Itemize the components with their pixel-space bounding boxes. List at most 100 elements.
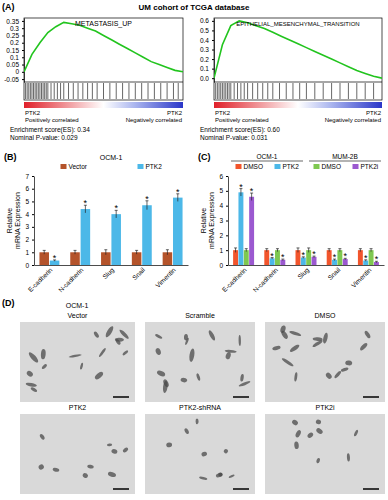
cell	[353, 429, 359, 437]
bar-panel: 0123456E-cadherinN-cadherinSlugSnailVime…	[200, 153, 385, 294]
y-tick-label: 2	[219, 232, 223, 239]
cell	[218, 473, 222, 477]
scale-bar	[233, 488, 249, 490]
y-tick-label: 1	[219, 247, 223, 254]
y-tick-mark	[212, 30, 214, 31]
cell	[155, 347, 162, 355]
bar	[238, 192, 243, 265]
y-tick-mark	[212, 78, 214, 79]
y-tick: 6	[25, 185, 34, 192]
hit-line	[31, 83, 32, 99]
hit-line	[252, 83, 253, 99]
y-tick-label: -0.05	[4, 76, 19, 83]
image-background	[20, 322, 135, 402]
y-tick: 0.4	[200, 37, 214, 44]
y-tick-mark	[32, 189, 34, 190]
cell	[322, 332, 328, 344]
image-label: PTK2-shRNA	[179, 404, 221, 411]
cell	[115, 337, 124, 341]
y-tick: 0.5	[200, 27, 214, 34]
y-tick-mark	[22, 21, 24, 22]
hit-line	[279, 83, 280, 99]
y-tick: 1	[25, 249, 34, 256]
hit-line	[68, 83, 69, 99]
y-tick-mark	[32, 227, 34, 228]
x-tick-label: Snail	[131, 266, 147, 282]
bar	[249, 197, 254, 265]
cell	[345, 360, 353, 366]
plot-frame	[24, 18, 183, 100]
cell	[166, 442, 172, 447]
hit-line	[28, 83, 29, 99]
cell	[289, 330, 302, 337]
y-tick-label: 5	[25, 198, 29, 205]
y-tick-mark	[32, 214, 34, 215]
cell	[207, 329, 216, 341]
hit-line	[148, 83, 149, 99]
x-tick-label: E-cadherin	[221, 266, 248, 293]
cell	[107, 471, 116, 478]
x-tick-label: Slug	[101, 266, 116, 281]
hit-line	[306, 83, 307, 99]
legend-swatch	[138, 164, 144, 169]
cell	[364, 330, 372, 339]
cell	[313, 337, 323, 341]
legend-item: PTK2	[275, 163, 300, 170]
cell	[225, 349, 237, 353]
annotation: PTK2	[25, 110, 41, 116]
cell	[189, 348, 196, 362]
y-tick: 7	[25, 173, 34, 180]
y-tick-label: 6	[219, 173, 223, 180]
y-axis-line	[228, 177, 229, 266]
y-tick: 1	[219, 247, 228, 254]
scale-bar	[363, 396, 379, 398]
error-bar	[276, 249, 279, 252]
significance-mark: *	[312, 249, 316, 259]
gsea-panel: -0.0500.050.10.150.20.250.30.35METASTASI…	[4, 17, 183, 141]
y-axis-title: Relative	[6, 208, 13, 233]
cell	[340, 367, 348, 373]
annotation: Negatively correlated	[325, 117, 381, 123]
x-axis: E-cadherinN-cadherinSlugSnailVimentin	[26, 265, 188, 294]
legend-swatch	[353, 164, 359, 169]
hit-line	[224, 83, 225, 99]
image-label: DMSO	[315, 312, 337, 319]
y-tick-label: 0.25	[6, 32, 19, 39]
hit-line	[63, 83, 64, 99]
y-axis-line	[24, 19, 25, 83]
y-tick-mark	[226, 221, 228, 222]
y-tick-mark	[32, 240, 34, 241]
y-axis-line	[34, 177, 35, 266]
x-axis: E-cadherinN-cadherinSlugSnailVimentin	[221, 265, 385, 294]
hit-line	[47, 83, 48, 99]
x-tick: Snail	[131, 265, 147, 281]
bar	[81, 209, 91, 265]
cell	[80, 363, 84, 370]
cell	[155, 333, 163, 339]
micrograph	[145, 414, 255, 494]
y-tick: 0	[15, 68, 24, 75]
error-bar	[359, 249, 362, 252]
cell	[228, 474, 235, 479]
es-curve	[24, 22, 183, 71]
x-tick: E-cadherin	[221, 265, 248, 293]
cell	[291, 419, 299, 426]
panel-label: (A)	[2, 2, 15, 12]
hit-line	[160, 83, 161, 99]
legend-item: PTK2	[138, 163, 163, 170]
cell	[315, 427, 323, 435]
panel-title: OCM-1	[66, 302, 89, 309]
y-axis: 0123456	[219, 173, 228, 269]
hit-line	[135, 83, 136, 99]
y-tick-label: 0.35	[6, 17, 19, 24]
y-tick-mark	[226, 265, 228, 266]
x-tick: Snail	[326, 265, 342, 281]
legend-label: DMSO	[322, 163, 342, 170]
bar	[173, 198, 183, 265]
cell	[184, 334, 188, 341]
error-bar	[328, 249, 331, 252]
cell	[223, 448, 229, 454]
x-tick: Slug	[101, 265, 116, 281]
cell	[38, 463, 45, 470]
error-bar	[234, 248, 237, 252]
